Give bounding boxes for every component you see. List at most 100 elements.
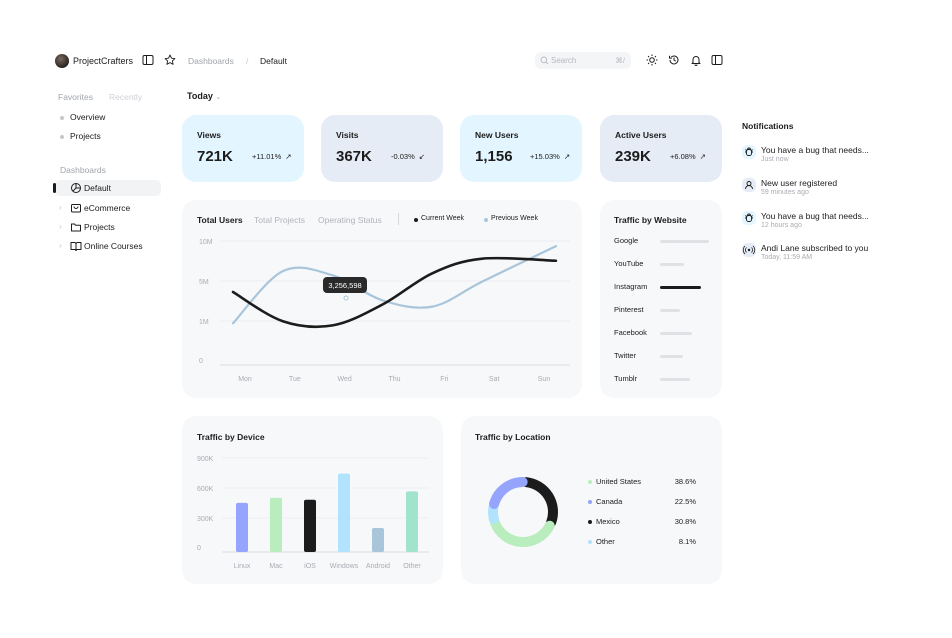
notification-item[interactable]: Andi Lane subscribed to you Today, 11:59 … xyxy=(742,243,892,271)
tab-total-users[interactable]: Total Users xyxy=(197,215,243,225)
device-bar-chart: 900K 600K 300K 0 Linux Mac iOS Windows Android Ot… xyxy=(197,456,429,570)
traffic-device-title: Traffic by Device xyxy=(197,432,265,442)
website-row-twitter[interactable]: Twitter xyxy=(614,351,714,363)
panel-toggle-icon[interactable] xyxy=(711,54,723,66)
trend-up-icon: ↗ xyxy=(563,152,571,161)
sidebar-tab-favorites[interactable]: Favorites xyxy=(58,92,93,102)
star-icon[interactable] xyxy=(164,54,176,66)
legend-current-week: Current Week xyxy=(421,215,465,222)
website-label: Facebook xyxy=(614,328,647,337)
website-label: YouTube xyxy=(614,259,644,268)
location-label: United States xyxy=(596,477,642,486)
sidebar-item-ecommerce[interactable]: › eCommerce xyxy=(55,200,161,216)
sidebar-favorite-overview[interactable]: Overview xyxy=(60,112,105,122)
website-row-facebook[interactable]: Facebook xyxy=(614,328,714,340)
x-tick-label: Mon xyxy=(238,376,252,383)
search-input[interactable]: Search ⌘/ xyxy=(535,52,631,69)
stat-change-text: +15.03% xyxy=(530,152,560,161)
donut-slice-other[interactable] xyxy=(488,502,499,525)
traffic-by-website-panel: Traffic by Website xyxy=(600,200,722,398)
website-label: Google xyxy=(614,236,639,245)
device-bar-android[interactable] xyxy=(372,527,384,552)
tab-operating-status[interactable]: Operating Status xyxy=(318,215,382,225)
chevron-down-icon: ⌄ xyxy=(215,94,222,101)
website-row-google[interactable]: Google xyxy=(614,236,714,248)
chevron-right-icon: › xyxy=(59,203,62,212)
website-label: Tumblr xyxy=(614,374,638,383)
sidebar-item-default[interactable]: Default xyxy=(53,180,161,196)
stat-value: 239K xyxy=(615,148,651,165)
top-bar: ProjectCrafters Dashboards / Default Sea… xyxy=(0,0,952,80)
sidebar-item-online-courses[interactable]: › Online Courses xyxy=(55,238,161,254)
device-bar-ios[interactable] xyxy=(304,499,316,552)
location-row-mexico[interactable]: Mexico 30.8% xyxy=(588,517,698,529)
y-tick-label: 5M xyxy=(199,279,209,286)
x-tick-label: Windows xyxy=(330,563,359,570)
device-bar-windows[interactable] xyxy=(338,473,350,552)
website-row-instagram[interactable]: Instagram xyxy=(614,282,714,294)
active-indicator xyxy=(53,183,56,193)
broadcast-icon xyxy=(742,243,756,257)
legend-dot xyxy=(588,520,592,524)
location-percent: 38.6% xyxy=(674,477,696,486)
location-percent: 30.8% xyxy=(674,517,696,526)
location-row-other[interactable]: Other 8.1% xyxy=(588,537,698,549)
notification-text: Andi Lane subscribed to you xyxy=(761,243,869,253)
y-tick-label: 0 xyxy=(197,545,201,552)
website-bar xyxy=(660,355,683,358)
notification-text: New user registered xyxy=(761,178,838,188)
location-row-united-states[interactable]: United States 38.6% xyxy=(588,477,698,489)
y-tick-label: 300K xyxy=(197,516,214,523)
sidebar-item-label: Projects xyxy=(84,222,115,232)
date-filter-dropdown[interactable]: Today ⌄ xyxy=(187,91,221,101)
stat-card-new-users: New Users 1,156 +15.03% ↗ xyxy=(460,115,582,182)
stat-card-views: Views 721K +11.01% ↗ xyxy=(182,115,304,182)
website-bar xyxy=(660,263,684,266)
brand-name[interactable]: ProjectCrafters xyxy=(73,56,134,66)
donut-slice-united-states[interactable] xyxy=(489,517,555,547)
sun-icon[interactable] xyxy=(646,54,658,66)
tab-divider xyxy=(398,213,399,225)
brand-avatar[interactable] xyxy=(55,54,69,68)
location-row-canada[interactable]: Canada 22.5% xyxy=(588,497,698,509)
donut-slice-mexico[interactable] xyxy=(521,477,558,528)
breadcrumb-separator: / xyxy=(246,56,249,66)
sidebar-toggle-icon[interactable] xyxy=(142,54,154,66)
tab-total-projects[interactable]: Total Projects xyxy=(254,215,306,225)
legend-dot-previous xyxy=(484,218,488,222)
sidebar-tab-recently[interactable]: Recently xyxy=(109,92,143,102)
breadcrumb-dashboards[interactable]: Dashboards xyxy=(188,56,234,66)
user-icon xyxy=(742,178,756,192)
x-tick-label: Mac xyxy=(269,563,283,570)
legend-dot xyxy=(588,480,592,484)
notification-item[interactable]: You have a bug that needs... 12 hours ago xyxy=(742,211,892,239)
notification-item[interactable]: New user registered 59 minutes ago xyxy=(742,178,892,206)
traffic-by-device-panel: Traffic by Device 900K 600K 300K 0 Linux Mac i… xyxy=(182,416,443,584)
bell-icon[interactable] xyxy=(690,54,702,66)
stat-title: New Users xyxy=(475,130,519,140)
website-row-youtube[interactable]: YouTube xyxy=(614,259,714,271)
y-tick-label: 1M xyxy=(199,319,209,326)
website-bar xyxy=(660,332,692,335)
notification-item[interactable]: You have a bug that needs... Just now xyxy=(742,145,892,173)
history-icon[interactable] xyxy=(668,54,680,66)
stat-value: 1,156 xyxy=(475,148,513,165)
device-bar-other[interactable] xyxy=(406,491,418,552)
website-bar xyxy=(660,309,680,312)
website-row-pinterest[interactable]: Pinterest xyxy=(614,305,714,317)
device-bar-mac[interactable] xyxy=(270,497,282,552)
sidebar-item-projects[interactable]: › Projects xyxy=(55,219,161,235)
series-line-previous-week xyxy=(231,245,558,325)
device-bar-linux[interactable] xyxy=(236,502,248,552)
website-row-tumblr[interactable]: Tumblr xyxy=(614,374,714,386)
y-tick-label: 0 xyxy=(199,358,203,365)
notification-text: You have a bug that needs... xyxy=(761,211,869,221)
trend-up-icon: ↗ xyxy=(699,152,706,161)
donut-slice-canada[interactable] xyxy=(489,477,528,510)
tooltip-value: 3,256,598 xyxy=(328,281,361,290)
sidebar-favorite-projects[interactable]: Projects xyxy=(60,131,101,141)
breadcrumb-current: Default xyxy=(260,56,287,66)
notification-time: Today, 11:59 AM xyxy=(761,254,813,261)
series-line-current-week xyxy=(231,256,558,329)
location-percent: 8.1% xyxy=(678,537,696,546)
